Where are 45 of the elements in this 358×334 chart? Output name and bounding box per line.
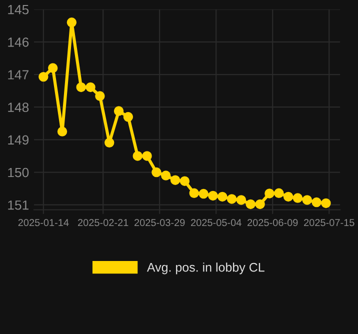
point [198, 188, 208, 199]
y-tick-label: 146 [8, 38, 29, 47]
point [48, 63, 58, 73]
y-tick-label: 147 [8, 70, 28, 80]
x-tick-label: 2025-05-04 [191, 219, 242, 226]
y-tick-label: 149 [8, 135, 29, 145]
x-tick-label: 2025-01-14 [18, 219, 69, 226]
point [86, 82, 96, 92]
point [38, 72, 48, 82]
point [218, 192, 228, 202]
point [95, 91, 105, 101]
point [283, 192, 294, 202]
point [208, 190, 218, 201]
x-tick-label: 2025-02-21 [78, 219, 128, 226]
point [312, 197, 322, 208]
point [66, 18, 77, 28]
point [104, 138, 114, 148]
point [321, 198, 331, 208]
point [274, 188, 284, 198]
x-tick-label: 2025-06-09 [248, 219, 298, 226]
point [161, 170, 171, 180]
point [76, 82, 86, 92]
point [132, 151, 142, 161]
point [292, 193, 303, 203]
x-tick-label: 2025-07-15 [304, 219, 354, 226]
point [142, 151, 152, 161]
point [57, 126, 68, 136]
point [123, 112, 134, 122]
point [114, 106, 124, 116]
y-tick-label: 145 [8, 5, 29, 14]
point [189, 188, 199, 198]
point [152, 167, 162, 178]
point [170, 175, 180, 185]
point [180, 176, 190, 186]
point [226, 194, 237, 204]
legend-label: Avg. pos. in lobby CL [146, 262, 264, 274]
point [255, 199, 265, 210]
y-tick-label: 151 [8, 200, 29, 210]
x-tick-label: 2025-03-29 [134, 219, 185, 226]
point [236, 195, 246, 205]
point [302, 195, 312, 205]
y-tick-label: 148 [8, 102, 29, 112]
point [246, 199, 256, 210]
point [264, 188, 274, 198]
y-tick-label: 150 [8, 168, 29, 178]
